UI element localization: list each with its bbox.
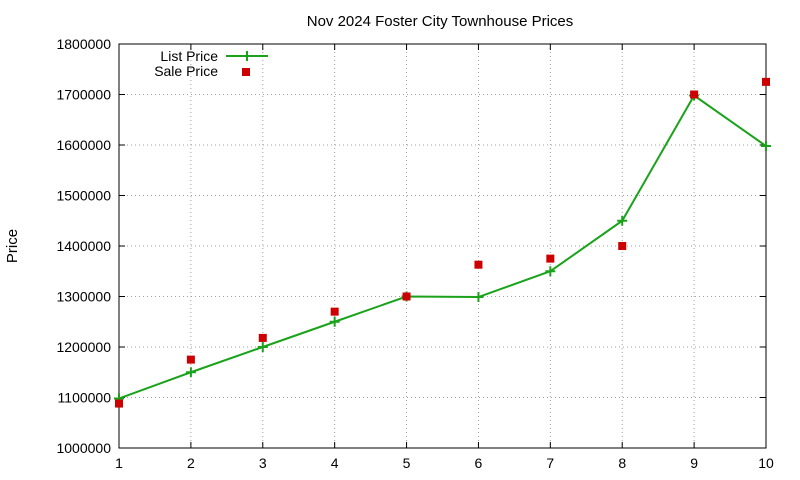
x-tick-label: 4 [331, 455, 339, 471]
y-tick-label: 1100000 [58, 390, 112, 406]
sale-price-point [330, 307, 339, 316]
x-tick-label: 3 [259, 455, 267, 471]
list-price-point [545, 266, 556, 277]
sale-price-point [402, 292, 411, 301]
y-tick-label: 1300000 [56, 289, 111, 305]
list-price-point [329, 316, 340, 327]
sale-price-point [474, 260, 483, 269]
y-tick-label: 1400000 [56, 238, 111, 254]
x-tick-label: 1 [115, 455, 123, 471]
list-price-point [617, 215, 628, 226]
y-tick-label: 1000000 [56, 440, 111, 456]
legend-label-sale-price: Sale Price [154, 63, 218, 79]
x-tick-label: 7 [546, 455, 554, 471]
x-tick-label: 10 [758, 455, 774, 471]
series-layer [114, 77, 771, 408]
legend: List Price Sale Price [154, 48, 268, 79]
x-tick-label: 9 [690, 455, 698, 471]
y-tick-label: 1800000 [56, 36, 111, 52]
sale-price-point [690, 90, 699, 99]
x-tick-label: 8 [618, 455, 626, 471]
y-tick-label: 1500000 [56, 188, 111, 204]
list-price-point [257, 342, 268, 352]
legend-label-list-price: List Price [160, 48, 218, 64]
x-tick-label: 6 [475, 455, 483, 471]
y-axis-label: Price [4, 229, 21, 263]
y-tick-label: 1200000 [56, 339, 111, 355]
sale-price-point [546, 254, 555, 263]
plot-frame [118, 43, 767, 449]
legend-marker-sale-price [242, 68, 250, 76]
x-tick-label: 5 [403, 455, 411, 471]
sale-price-point [618, 242, 627, 250]
axis-ticks: 1 2 3 4 5 6 7 8 9 10 1000000 1100000 1200000 1300000 1… [56, 36, 774, 471]
gridlines [119, 44, 766, 448]
legend-marker-list-price [242, 51, 252, 61]
sale-price-point [115, 399, 123, 408]
x-tick-label: 2 [187, 455, 195, 471]
list-price-line [118, 94, 767, 400]
list-price-point [473, 292, 484, 303]
y-tick-label: 1600000 [56, 137, 111, 153]
sale-price-point [258, 333, 267, 342]
chart-title: Nov 2024 Foster City Townhouse Prices [307, 13, 574, 30]
sale-price-point [186, 355, 195, 364]
list-price-point [185, 367, 196, 378]
y-tick-label: 1700000 [56, 87, 111, 103]
list-price-point [761, 141, 771, 152]
sale-price-point [762, 77, 770, 86]
